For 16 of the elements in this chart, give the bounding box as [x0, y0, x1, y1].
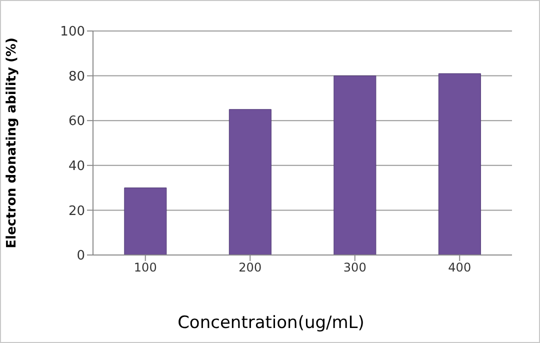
y-tick-label: 60	[68, 114, 85, 130]
y-tick-label: 80	[68, 69, 85, 84]
x-axis-title: Concentration(ug/mL)	[176, 313, 366, 333]
y-axis-title: Electron donating ability (%)	[4, 38, 20, 248]
y-tick-label: 40	[68, 159, 85, 174]
y-tick-label: 100	[60, 24, 85, 40]
bar	[228, 109, 272, 255]
bar	[124, 188, 167, 255]
y-tick-label: 0	[76, 248, 85, 264]
x-tick-label: 400	[448, 260, 472, 275]
y-tick-label: 20	[68, 204, 85, 219]
x-tick-label: 200	[238, 260, 262, 275]
x-tick-label: 300	[343, 260, 366, 275]
bar	[438, 73, 481, 255]
bar	[334, 76, 376, 255]
x-tick-label: 100	[134, 260, 157, 275]
